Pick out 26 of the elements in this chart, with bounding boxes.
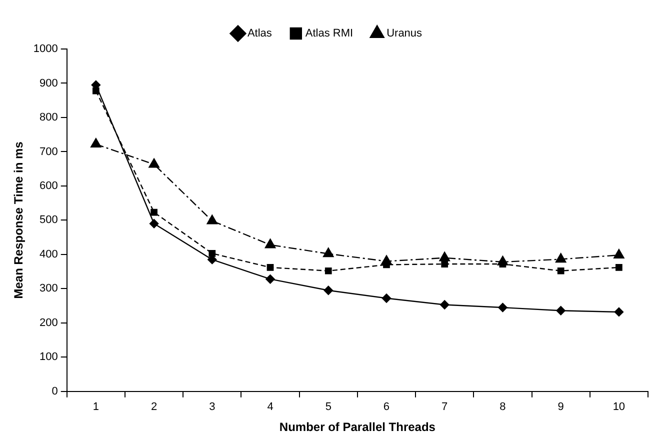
y-tick-label: 500 bbox=[40, 214, 58, 226]
y-tick-label: 200 bbox=[40, 316, 58, 329]
y-tick-label: 100 bbox=[40, 351, 58, 364]
legend-label: Atlas bbox=[247, 28, 272, 40]
y-tick-label: 800 bbox=[40, 112, 58, 124]
y-axis-title: Mean Response Time in ms bbox=[12, 141, 26, 299]
y-tick-label: 300 bbox=[40, 282, 58, 295]
y-tick-label: 900 bbox=[40, 77, 58, 90]
y-tick-label: 1000 bbox=[33, 43, 58, 56]
y-tick-label: 400 bbox=[40, 248, 58, 260]
x-tick-label: 9 bbox=[558, 401, 564, 414]
x-tick-label: 10 bbox=[612, 401, 626, 414]
x-tick-label: 4 bbox=[267, 401, 274, 414]
x-tick-label: 6 bbox=[383, 401, 390, 414]
y-tick-label: 0 bbox=[52, 385, 58, 398]
x-tick-label: 8 bbox=[500, 401, 506, 414]
legend-label: Uranus bbox=[386, 28, 423, 40]
x-tick-label: 1 bbox=[92, 401, 99, 414]
x-tick-label: 2 bbox=[150, 401, 158, 414]
x-tick-label: 5 bbox=[325, 401, 332, 414]
x-tick-label: 7 bbox=[442, 401, 448, 414]
x-tick-label: 3 bbox=[209, 401, 216, 414]
x-axis-title: Number of Parallel Threads bbox=[279, 420, 436, 434]
y-tick-label: 600 bbox=[40, 180, 58, 192]
legend-label: Atlas RMI bbox=[305, 28, 354, 40]
y-tick-label: 700 bbox=[40, 146, 58, 158]
